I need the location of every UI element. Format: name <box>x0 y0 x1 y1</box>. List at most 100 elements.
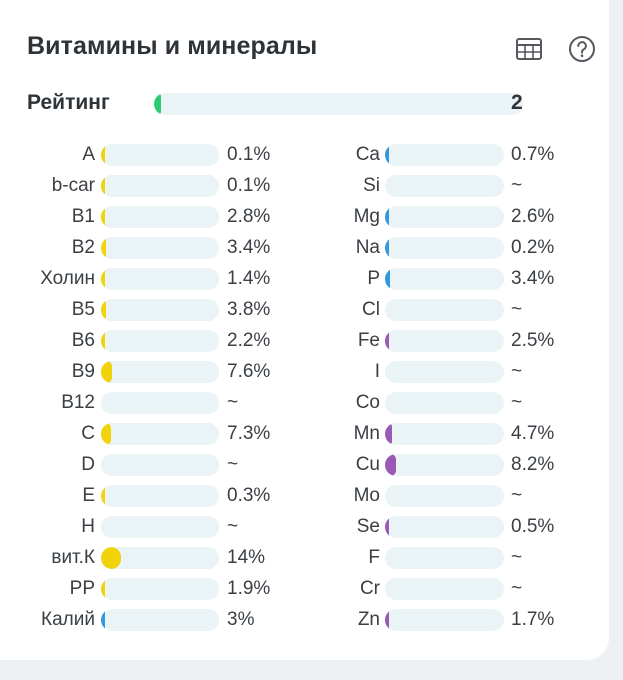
nutrient-value: 7.3% <box>227 423 271 444</box>
nutrient-value: 3.4% <box>227 237 271 258</box>
nutrient-bar <box>385 330 504 352</box>
nutrient-value: ~ <box>227 516 239 537</box>
nutrient-bar-fill <box>101 361 112 383</box>
nutrient-value: ~ <box>511 547 523 568</box>
nutrient-name: P <box>367 268 380 289</box>
nutrient-name: C <box>81 423 95 444</box>
nutrient-bar-fill <box>385 423 392 445</box>
nutrient-bar <box>385 485 504 507</box>
nutrient-bar-fill <box>385 144 389 166</box>
nutrient-bar-fill <box>385 206 389 228</box>
rating-label: Рейтинг <box>27 91 110 114</box>
nutrient-row: b-car 0.1% <box>0 171 300 202</box>
nutrient-row: B6 2.2% <box>0 326 300 357</box>
nutrient-bar <box>101 423 219 445</box>
nutrient-value: ~ <box>511 392 523 413</box>
nutrient-value: 7.6% <box>227 361 271 382</box>
nutrient-bar <box>101 330 219 352</box>
nutrient-name: B6 <box>71 330 95 351</box>
nutrient-row: Zn 1.7% <box>300 605 600 636</box>
nutrient-value: 8.2% <box>511 454 555 475</box>
nutrient-bar-fill <box>101 206 105 228</box>
nutrient-name: b-car <box>51 175 95 196</box>
nutrient-bar-fill <box>101 330 105 352</box>
nutrient-name: B2 <box>71 237 95 258</box>
nutrient-bar-fill <box>385 330 389 352</box>
nutrient-row: Mo ~ <box>300 481 600 512</box>
nutrient-name: Fe <box>357 330 380 351</box>
nutrient-value: 3.4% <box>511 268 555 289</box>
nutrient-name: E <box>82 485 95 506</box>
nutrient-value: 4.7% <box>511 423 555 444</box>
nutrient-value: 0.2% <box>511 237 555 258</box>
nutrient-bar-fill <box>101 144 105 166</box>
nutrient-bar <box>385 299 504 321</box>
nutrient-bar-fill <box>101 547 121 569</box>
rating-value: 2 <box>511 91 523 114</box>
nutrient-bar-fill <box>101 485 105 507</box>
nutrient-bar-fill <box>385 237 389 259</box>
card-title: Витамины и минералы <box>27 32 318 60</box>
rating-bar <box>154 93 523 115</box>
nutrient-value: 2.6% <box>511 206 555 227</box>
nutrient-row: B5 3.8% <box>0 295 300 326</box>
nutrient-value: 2.2% <box>227 330 271 351</box>
nutrient-row: Ca 0.7% <box>300 140 600 171</box>
nutrient-bar <box>101 361 219 383</box>
nutrient-bar <box>385 392 504 414</box>
table-view-button[interactable] <box>514 34 544 64</box>
rating-bar-fill <box>154 93 162 115</box>
nutrient-name: Калий <box>41 609 95 630</box>
nutrient-row: Cl ~ <box>300 295 600 326</box>
nutrient-name: F <box>368 547 380 568</box>
nutrient-bar-fill <box>385 609 389 631</box>
nutrient-value: 0.1% <box>227 144 271 165</box>
nutrient-row: D ~ <box>0 450 300 481</box>
nutrient-row: B12 ~ <box>0 388 300 419</box>
nutrient-bar <box>101 454 219 476</box>
nutrient-value: 0.5% <box>511 516 555 537</box>
nutrient-row: E 0.3% <box>0 481 300 512</box>
nutrient-row: B1 2.8% <box>0 202 300 233</box>
nutrient-row: Na 0.2% <box>300 233 600 264</box>
nutrient-name: Cu <box>355 454 380 475</box>
nutrient-row: Fe 2.5% <box>300 326 600 357</box>
nutrient-row: Cu 8.2% <box>300 450 600 481</box>
nutrient-value: 2.5% <box>511 330 555 351</box>
nutrient-bar <box>385 609 504 631</box>
nutrient-bar <box>385 423 504 445</box>
nutrient-bar-fill <box>385 516 389 538</box>
nutrient-value: 1.9% <box>227 578 271 599</box>
nutrient-value: 14% <box>227 547 266 568</box>
nutrient-value: 0.1% <box>227 175 271 196</box>
nutrient-bar-fill <box>101 423 112 445</box>
nutrient-name: B5 <box>71 299 95 320</box>
nutrient-bar <box>385 516 504 538</box>
nutrient-row: H ~ <box>0 512 300 543</box>
nutrient-name: H <box>81 516 95 537</box>
nutrient-value: ~ <box>227 454 239 475</box>
nutrient-name: I <box>374 361 380 382</box>
card-header: Витамины и минералы <box>27 30 609 70</box>
nutrient-name: B9 <box>71 361 95 382</box>
nutrient-bar <box>101 144 219 166</box>
nutrient-value: ~ <box>511 299 523 320</box>
nutrient-row: B9 7.6% <box>0 357 300 388</box>
nutrient-bar-fill <box>385 454 397 476</box>
nutrient-name: Na <box>355 237 380 258</box>
nutrient-bar <box>385 547 504 569</box>
nutrient-value: 1.7% <box>511 609 555 630</box>
nutrient-name: B12 <box>61 392 95 413</box>
minerals-column: Ca 0.7% Si ~ Mg 2.6% Na 0.2% P 3.4% Cl ~ Fe 2.5% I ~ Co ~… <box>300 140 600 636</box>
nutrient-name: Mo <box>353 485 380 506</box>
nutrient-bar <box>101 299 219 321</box>
help-button[interactable] <box>567 34 597 64</box>
nutrient-row: P 3.4% <box>300 264 600 295</box>
nutrient-name: Cl <box>362 299 380 320</box>
rating-row: Рейтинг 2 <box>27 88 587 120</box>
nutrient-row: A 0.1% <box>0 140 300 171</box>
nutrient-bar <box>101 578 219 600</box>
nutrient-bar-fill <box>101 609 106 631</box>
nutrient-name: вит.К <box>51 547 95 568</box>
nutrient-bar <box>385 237 504 259</box>
